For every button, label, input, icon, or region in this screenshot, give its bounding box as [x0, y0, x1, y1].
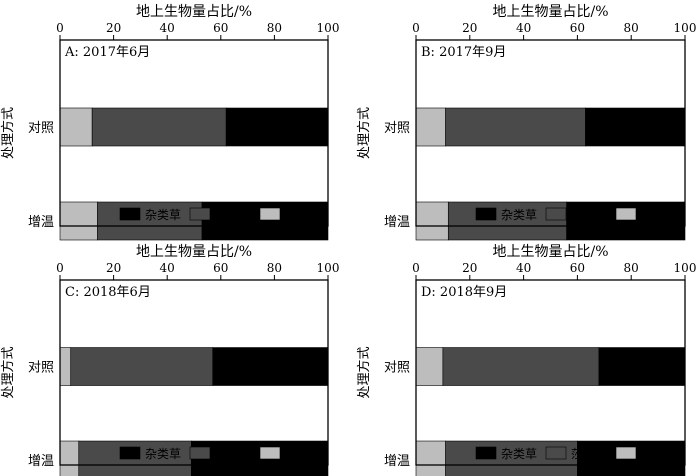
legend-swatch-forb — [119, 207, 141, 221]
category-label-warming: 增温 — [384, 454, 410, 469]
x-tick-label: 80 — [267, 21, 282, 35]
x-axis-title: 地上生物量占比/% — [136, 244, 252, 260]
panel-label: D: 2018年9月 — [421, 285, 507, 300]
x-tick-label: 40 — [516, 21, 531, 35]
legend-swatch-forb — [475, 446, 497, 460]
panel-label: A: 2017年6月 — [64, 45, 150, 60]
legend-swatch-forb — [119, 446, 141, 460]
bar-sedge-control — [91, 107, 227, 147]
legend-label-grass: 禾本科 — [641, 208, 677, 222]
x-tick-label: 0 — [412, 21, 420, 35]
category-label-control: 对照 — [384, 121, 410, 136]
bar-sedge-control — [442, 347, 600, 386]
category-label-control: 对照 — [28, 361, 54, 376]
bar-sedge-control — [70, 347, 214, 386]
category-label-control: 对照 — [28, 121, 54, 136]
category-label-warming: 增温 — [384, 215, 410, 230]
bar-grass-warming — [415, 440, 446, 476]
bar-sedge-control — [445, 107, 586, 147]
legend-swatch-sedge — [545, 207, 567, 221]
plot-frame — [415, 39, 686, 227]
bar-grass-control — [415, 347, 444, 386]
bar-grass-warming — [59, 201, 98, 241]
bar-forb-control — [598, 347, 686, 386]
plot-frame — [59, 279, 329, 466]
legend-label-sedge: 莎草科 — [571, 447, 607, 461]
x-tick-label: 20 — [106, 21, 121, 35]
bar-forb-warming — [191, 440, 329, 476]
legend-label-grass: 禾本科 — [641, 447, 677, 461]
legend-swatch-sedge — [189, 207, 211, 221]
x-tick-label: 0 — [56, 261, 64, 275]
x-tick-label: 20 — [462, 21, 477, 35]
legend-swatch-sedge — [189, 446, 211, 460]
legend-swatch-grass — [259, 207, 281, 221]
bar-grass-control — [415, 107, 446, 147]
bar-forb-control — [585, 107, 686, 147]
legend-label-grass: 禾本科 — [285, 447, 321, 461]
x-tick-label: 60 — [570, 261, 585, 275]
legend-swatch-sedge — [545, 446, 567, 460]
y-axis-title: 处理方式 — [356, 346, 372, 398]
legend-swatch-forb — [475, 207, 497, 221]
bar-grass-control — [59, 347, 72, 386]
x-tick-label: 80 — [624, 261, 639, 275]
x-tick-label: 20 — [462, 261, 477, 275]
bar-grass-warming — [59, 440, 80, 476]
legend-swatch-grass — [615, 446, 637, 460]
x-tick-label: 40 — [516, 261, 531, 275]
x-tick-label: 60 — [570, 21, 585, 35]
legend-swatch-grass — [259, 446, 281, 460]
legend-label-forb: 杂类草 — [145, 447, 181, 461]
x-tick-label: 40 — [160, 261, 175, 275]
x-tick-label: 80 — [267, 261, 282, 275]
x-tick-label: 40 — [160, 21, 175, 35]
x-tick-label: 100 — [317, 261, 340, 275]
plot-frame — [59, 39, 329, 227]
category-label-warming: 增温 — [28, 454, 54, 469]
x-tick-label: 0 — [412, 261, 420, 275]
x-tick-label: 60 — [213, 261, 228, 275]
category-label-control: 对照 — [384, 361, 410, 376]
x-tick-label: 100 — [674, 21, 697, 35]
y-axis-title: 处理方式 — [0, 346, 16, 398]
x-axis-title: 地上生物量占比/% — [136, 4, 252, 20]
x-axis-title: 地上生物量占比/% — [492, 244, 608, 260]
legend-label-grass: 禾本科 — [285, 208, 321, 222]
legend-label-sedge: 莎草科 — [571, 208, 607, 222]
legend-label-sedge: 莎草科 — [215, 447, 251, 461]
x-tick-label: 0 — [56, 21, 64, 35]
x-tick-label: 80 — [624, 21, 639, 35]
x-tick-label: 20 — [106, 261, 121, 275]
bar-forb-control — [212, 347, 329, 386]
x-tick-label: 100 — [674, 261, 697, 275]
y-axis-title: 处理方式 — [0, 107, 16, 159]
x-tick-label: 60 — [213, 21, 228, 35]
panel-label: C: 2018年6月 — [65, 285, 151, 300]
plot-frame — [415, 279, 686, 466]
bar-grass-control — [59, 107, 93, 147]
category-label-warming: 增温 — [28, 215, 54, 230]
bar-sedge-warming — [97, 201, 203, 241]
legend-label-sedge: 莎草科 — [215, 208, 251, 222]
legend-label-forb: 杂类草 — [501, 447, 537, 461]
legend-swatch-grass — [615, 207, 637, 221]
bar-grass-warming — [415, 201, 449, 241]
legend-label-forb: 杂类草 — [501, 208, 537, 222]
x-axis-title: 地上生物量占比/% — [492, 4, 608, 20]
panel-label: B: 2017年9月 — [421, 45, 506, 60]
legend-label-forb: 杂类草 — [145, 208, 181, 222]
bar-forb-control — [225, 107, 329, 147]
x-tick-label: 100 — [317, 21, 340, 35]
y-axis-title: 处理方式 — [356, 107, 372, 159]
